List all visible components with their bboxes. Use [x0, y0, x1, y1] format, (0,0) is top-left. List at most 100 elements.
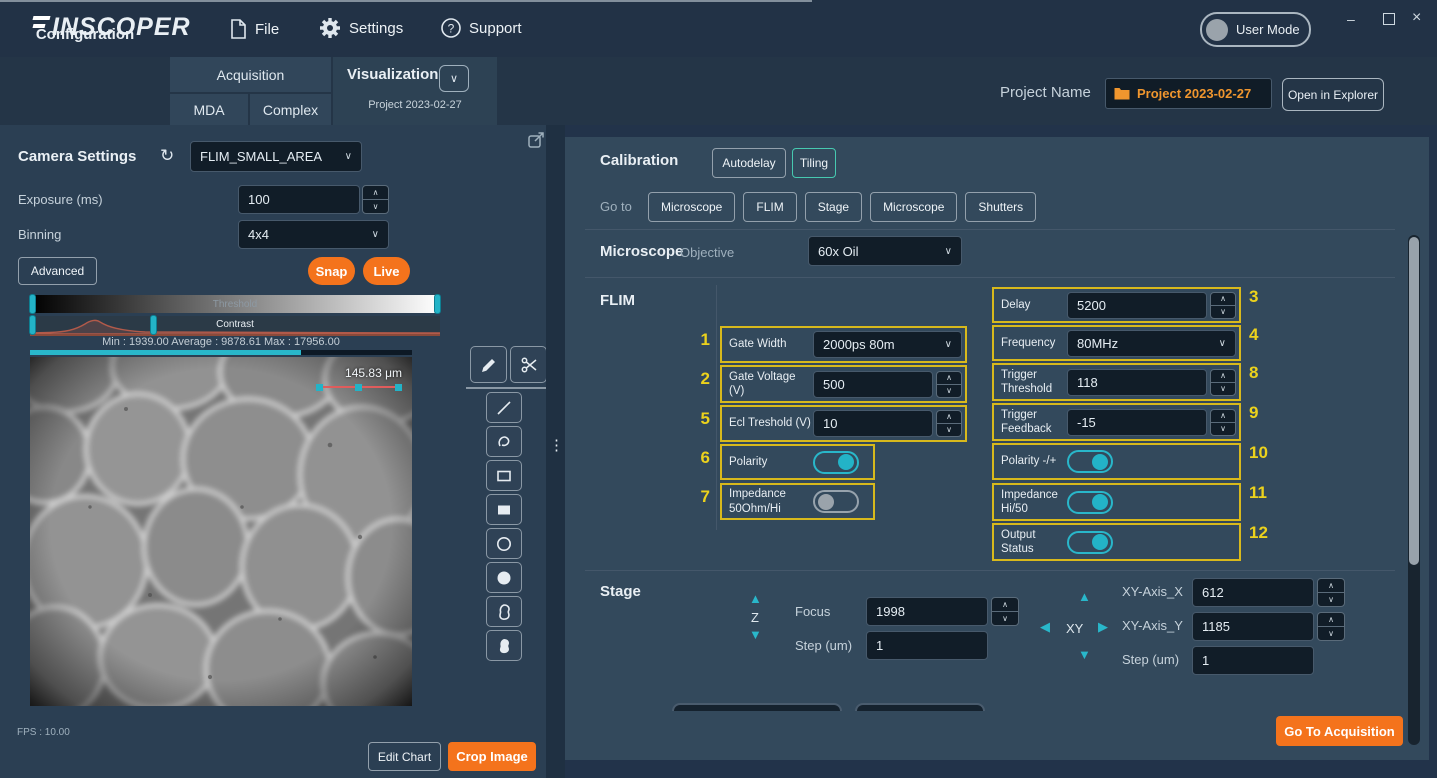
step-up-icon[interactable]: ∧ [937, 411, 961, 424]
contrast-handle-right[interactable] [150, 315, 157, 335]
live-button[interactable]: Live [363, 257, 410, 285]
contrast-slider[interactable]: Contrast [30, 316, 440, 336]
polarity-toggle[interactable] [1067, 450, 1113, 473]
step-down-icon[interactable]: ∨ [1318, 593, 1344, 606]
step-up-icon[interactable]: ∧ [363, 186, 388, 200]
rectangle-tool-button[interactable] [486, 460, 522, 491]
frequency-select[interactable]: 80MHz∨ [1067, 330, 1236, 357]
tab-mda[interactable]: MDA [170, 94, 250, 125]
z-down-button[interactable]: ▼ [749, 628, 762, 641]
advanced-button[interactable]: Advanced [18, 257, 97, 285]
minimize-button[interactable]: – [1347, 12, 1355, 26]
polygon-tool-button[interactable] [486, 596, 522, 627]
impedance-hi-50-toggle[interactable] [1067, 491, 1113, 514]
trigger-threshold-stepper[interactable]: ∧∨ [1210, 369, 1236, 396]
edit-chart-button[interactable]: Edit Chart [368, 742, 441, 771]
step-up-icon[interactable]: ∧ [1211, 293, 1235, 306]
ecl-treshold-v-stepper[interactable]: ∧∨ [936, 410, 962, 437]
microscopy-image[interactable]: 145.83 μm [30, 357, 412, 706]
threshold-handle-left[interactable] [29, 294, 36, 314]
trigger-feedback-stepper[interactable]: ∧∨ [1210, 409, 1236, 436]
visualization-dropdown-button[interactable]: ∨ [439, 65, 469, 92]
splitter-handle-icon[interactable]: ⋮ [549, 436, 564, 454]
open-in-explorer-button[interactable]: Open in Explorer [1282, 78, 1384, 111]
tab-visualization[interactable]: Visualization ∨ Project 2023-02-27 [333, 57, 497, 125]
refresh-icon[interactable]: ↻ [160, 146, 174, 166]
curve-tool-button[interactable] [486, 426, 522, 457]
crop-image-button[interactable]: Crop Image [448, 742, 536, 771]
menu-file[interactable]: File [228, 18, 279, 40]
snap-button[interactable]: Snap [308, 257, 355, 285]
cut-tool-button[interactable] [510, 346, 547, 383]
step-up-icon[interactable]: ∧ [1211, 370, 1235, 383]
menu-settings[interactable]: Settings [318, 16, 403, 40]
step-up-icon[interactable]: ∧ [937, 372, 961, 385]
z-step-input[interactable]: 1 [866, 631, 988, 660]
trigger-threshold-input[interactable]: 118 [1067, 369, 1207, 396]
goto-flim-button[interactable]: FLIM [743, 192, 796, 222]
measurement-line[interactable] [316, 384, 402, 391]
filled-ellipse-tool-button[interactable] [486, 562, 522, 593]
autodelay-button[interactable]: Autodelay [712, 148, 786, 178]
goto-shutters-button[interactable]: Shutters [965, 192, 1036, 222]
step-down-icon[interactable]: ∨ [937, 385, 961, 397]
focus-stepper[interactable]: ∧∨ [991, 597, 1019, 626]
tab-acquisition[interactable]: Acquisition [170, 57, 331, 94]
step-down-icon[interactable]: ∨ [363, 200, 388, 213]
expand-panel-icon[interactable] [527, 130, 546, 149]
step-up-icon[interactable]: ∧ [1318, 579, 1344, 593]
menu-support[interactable]: ? Support [440, 17, 522, 39]
step-down-icon[interactable]: ∨ [992, 612, 1018, 625]
camera-preset-select[interactable]: FLIM_SMALL_AREA∨ [190, 141, 362, 172]
step-up-icon[interactable]: ∧ [1211, 410, 1235, 423]
xy-y-input[interactable]: 1185 [1192, 612, 1314, 641]
step-down-icon[interactable]: ∨ [1211, 423, 1235, 435]
step-up-icon[interactable]: ∧ [1318, 613, 1344, 627]
gate-voltage-v-stepper[interactable]: ∧∨ [936, 371, 962, 398]
xy-x-stepper[interactable]: ∧∨ [1317, 578, 1345, 607]
exposure-input[interactable]: 100 [238, 185, 360, 214]
gate-voltage-v-input[interactable]: 500 [813, 371, 933, 398]
line-tool-button[interactable] [486, 392, 522, 423]
user-mode-toggle[interactable]: User Mode [1200, 12, 1311, 47]
xy-down-button[interactable]: ▼ [1078, 648, 1091, 661]
xy-left-button[interactable]: ◀ [1040, 620, 1050, 633]
exposure-stepper[interactable]: ∧∨ [362, 185, 389, 214]
scrollbar-track[interactable] [1408, 235, 1420, 745]
trigger-feedback-input[interactable]: -15 [1067, 409, 1207, 436]
tab-complex[interactable]: Complex [250, 94, 331, 125]
xy-right-button[interactable]: ▶ [1098, 620, 1108, 633]
polarity-toggle[interactable] [813, 451, 859, 474]
threshold-handle-right[interactable] [434, 294, 441, 314]
xy-up-button[interactable]: ▲ [1078, 590, 1091, 603]
goto-stage-button[interactable]: Stage [805, 192, 862, 222]
step-down-icon[interactable]: ∨ [1318, 627, 1344, 640]
tiling-button[interactable]: Tiling [792, 148, 836, 178]
contrast-handle-left[interactable] [29, 315, 36, 335]
measure-handle[interactable] [355, 384, 362, 391]
xy-x-input[interactable]: 612 [1192, 578, 1314, 607]
impedance-50ohm-hi-toggle[interactable] [813, 490, 859, 513]
xy-step-input[interactable]: 1 [1192, 646, 1314, 675]
filled-rectangle-tool-button[interactable] [486, 494, 522, 525]
delay-input[interactable]: 5200 [1067, 292, 1207, 319]
step-down-icon[interactable]: ∨ [937, 424, 961, 436]
xy-y-stepper[interactable]: ∧∨ [1317, 612, 1345, 641]
project-name-field[interactable]: Project 2023-02-27 [1105, 78, 1272, 109]
output-status-toggle[interactable] [1067, 531, 1113, 554]
pencil-tool-button[interactable] [470, 346, 507, 383]
goto-microscope-button[interactable]: Microscope [648, 192, 735, 222]
filled-polygon-tool-button[interactable] [486, 630, 522, 661]
ecl-treshold-v-input[interactable]: 10 [813, 410, 933, 437]
binning-select[interactable]: 4x4∨ [238, 220, 389, 249]
delay-stepper[interactable]: ∧∨ [1210, 292, 1236, 319]
gate-width-select[interactable]: 2000ps 80m∨ [813, 331, 962, 358]
scrollbar-thumb[interactable] [1409, 237, 1419, 565]
step-up-icon[interactable]: ∧ [992, 598, 1018, 612]
close-button[interactable]: × [1412, 11, 1421, 25]
z-up-button[interactable]: ▲ [749, 592, 762, 605]
step-down-icon[interactable]: ∨ [1211, 383, 1235, 395]
goto-microscope2-button[interactable]: Microscope [870, 192, 957, 222]
measure-handle[interactable] [395, 384, 402, 391]
step-down-icon[interactable]: ∨ [1211, 306, 1235, 318]
